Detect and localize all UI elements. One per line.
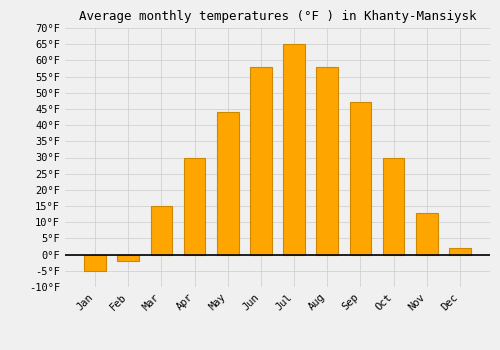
Bar	[150, 206, 172, 255]
Bar	[383, 158, 404, 255]
Bar	[416, 212, 438, 255]
Bar	[449, 248, 470, 255]
Bar	[84, 255, 106, 271]
Bar	[118, 255, 139, 261]
Bar	[250, 67, 272, 255]
Bar	[316, 67, 338, 255]
Bar	[284, 44, 305, 255]
Bar	[217, 112, 238, 255]
Bar	[184, 158, 206, 255]
Bar	[350, 103, 371, 255]
Title: Average monthly temperatures (°F ) in Khanty-Mansiysk: Average monthly temperatures (°F ) in Kh…	[79, 10, 476, 23]
